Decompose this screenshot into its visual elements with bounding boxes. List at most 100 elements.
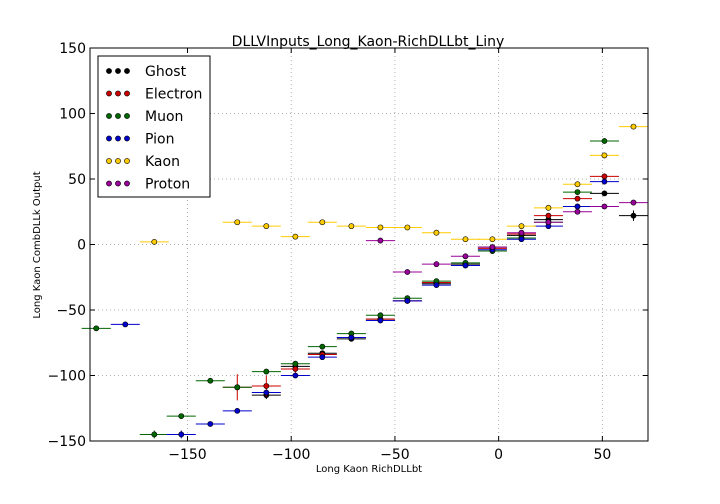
data-point: [178, 413, 185, 420]
data-point: [263, 223, 270, 230]
data-point: [601, 173, 608, 180]
data-point: [319, 219, 326, 226]
data-point: [433, 261, 440, 268]
legend: Ghost Electron Muon Pion Kaon Proton: [97, 55, 211, 198]
legend-item-muon: Muon: [106, 109, 183, 125]
legend-marker: [106, 68, 112, 74]
data-point: [462, 253, 469, 260]
legend-marker: [124, 68, 130, 74]
data-point: [630, 212, 637, 219]
legend-marker: [124, 113, 130, 119]
data-point: [319, 343, 326, 350]
legend-marker: [106, 135, 112, 142]
data-point: [151, 431, 158, 438]
data-point: [292, 360, 299, 367]
data-point: [348, 223, 355, 230]
data-point: [404, 224, 411, 231]
legend-marker: [115, 180, 121, 187]
legend-marker: [115, 68, 121, 74]
legend-marker: [124, 135, 130, 142]
legend-marker: [115, 90, 121, 97]
data-series: [81, 123, 648, 439]
series-kaon: [139, 123, 648, 245]
x-tick-label: −50: [380, 447, 410, 463]
data-point: [263, 368, 270, 375]
data-point: [319, 354, 326, 361]
y-tick-label: 50: [68, 172, 86, 188]
data-point: [601, 190, 608, 197]
legend-marker: [115, 113, 121, 119]
data-point: [122, 321, 129, 328]
legend-label: Electron: [145, 87, 202, 103]
legend-marker: [106, 90, 112, 97]
legend-marker: [124, 90, 130, 97]
data-point: [574, 203, 581, 210]
legend-marker: [115, 135, 121, 142]
x-axis-label: Long Kaon RichDLLbt: [316, 464, 422, 475]
data-point: [601, 138, 608, 144]
legend-item-proton: Proton: [106, 177, 190, 193]
data-point: [207, 377, 214, 384]
data-point: [545, 212, 552, 219]
data-point: [518, 229, 525, 236]
y-tick-label: −100: [48, 369, 86, 385]
legend-item-ghost: Ghost: [106, 64, 187, 80]
data-point: [234, 407, 241, 414]
data-point: [377, 224, 384, 231]
legend-item-kaon: Kaon: [106, 154, 180, 170]
data-point: [574, 181, 581, 188]
data-point: [574, 189, 581, 195]
legend-label: Ghost: [145, 64, 187, 80]
x-tick-label: 0: [494, 447, 503, 463]
legend-label: Muon: [145, 109, 183, 125]
legend-marker: [124, 180, 130, 187]
data-point: [292, 366, 299, 372]
legend-label: Pion: [145, 132, 174, 148]
data-point: [489, 236, 496, 243]
data-point: [207, 421, 214, 427]
data-point: [404, 297, 411, 304]
data-point: [518, 236, 525, 243]
data-point: [263, 383, 270, 389]
data-point: [601, 152, 608, 159]
y-tick-label: −150: [48, 434, 86, 450]
y-axis-label: Long Kaon CombDLLk Output: [32, 171, 43, 318]
data-point: [601, 178, 608, 185]
data-point: [545, 204, 552, 211]
legend-item-pion: Pion: [106, 132, 174, 148]
legend-item-electron: Electron: [106, 87, 202, 103]
legend-label: Proton: [145, 177, 190, 193]
x-tick-label: −150: [168, 447, 206, 463]
legend-label: Kaon: [145, 154, 180, 170]
y-tick-label: −50: [56, 303, 86, 319]
data-point: [433, 282, 440, 289]
series-pion: [110, 178, 619, 439]
data-point: [348, 334, 355, 341]
data-point: [630, 123, 637, 130]
legend-marker: [106, 180, 112, 187]
data-point: [462, 262, 469, 269]
y-tick-label: 150: [59, 41, 86, 57]
data-point: [263, 389, 270, 396]
data-point: [292, 372, 299, 379]
data-point: [433, 229, 440, 236]
data-point: [404, 269, 411, 275]
data-point: [574, 195, 581, 202]
legend-marker: [115, 158, 121, 164]
legend-frame: [97, 55, 211, 198]
data-point: [93, 325, 100, 332]
data-point: [601, 203, 608, 210]
data-point: [178, 431, 185, 438]
data-point: [489, 244, 496, 251]
data-point: [151, 238, 158, 245]
data-point: [630, 199, 637, 206]
y-tick-label: 0: [77, 238, 86, 254]
data-point: [292, 233, 299, 240]
x-tick-label: 50: [593, 447, 611, 463]
data-point: [234, 219, 241, 226]
data-point: [377, 312, 384, 319]
series-proton: [365, 199, 648, 275]
legend-marker: [124, 158, 130, 164]
chart-title: DLLVInputs_Long_Kaon-RichDLLbt_Liny: [232, 34, 505, 50]
